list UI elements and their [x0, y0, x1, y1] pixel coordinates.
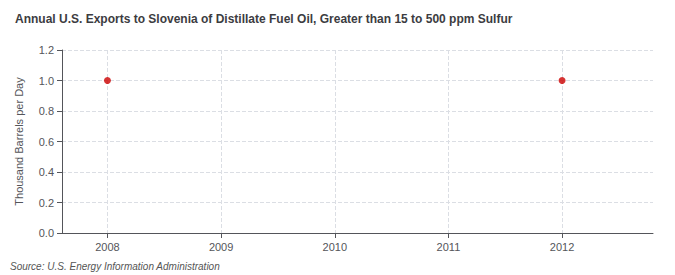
svg-text:0.2: 0.2 — [39, 197, 54, 209]
svg-text:Source: U.S. Energy Informatio: Source: U.S. Energy Information Administ… — [10, 261, 220, 272]
svg-text:2009: 2009 — [209, 241, 233, 253]
svg-text:0.6: 0.6 — [39, 136, 54, 148]
svg-text:2012: 2012 — [550, 241, 574, 253]
svg-text:2008: 2008 — [95, 241, 119, 253]
svg-text:1.0: 1.0 — [39, 75, 54, 87]
svg-text:Annual U.S. Exports to Sloveni: Annual U.S. Exports to Slovenia of Disti… — [15, 12, 513, 26]
svg-text:0.0: 0.0 — [39, 227, 54, 239]
svg-text:2011: 2011 — [437, 241, 461, 253]
svg-text:0.8: 0.8 — [39, 105, 54, 117]
svg-text:0.4: 0.4 — [39, 166, 54, 178]
svg-text:2010: 2010 — [323, 241, 347, 253]
svg-text:Thousand Barrels per Day: Thousand Barrels per Day — [13, 77, 25, 206]
svg-text:1.2: 1.2 — [39, 44, 54, 56]
